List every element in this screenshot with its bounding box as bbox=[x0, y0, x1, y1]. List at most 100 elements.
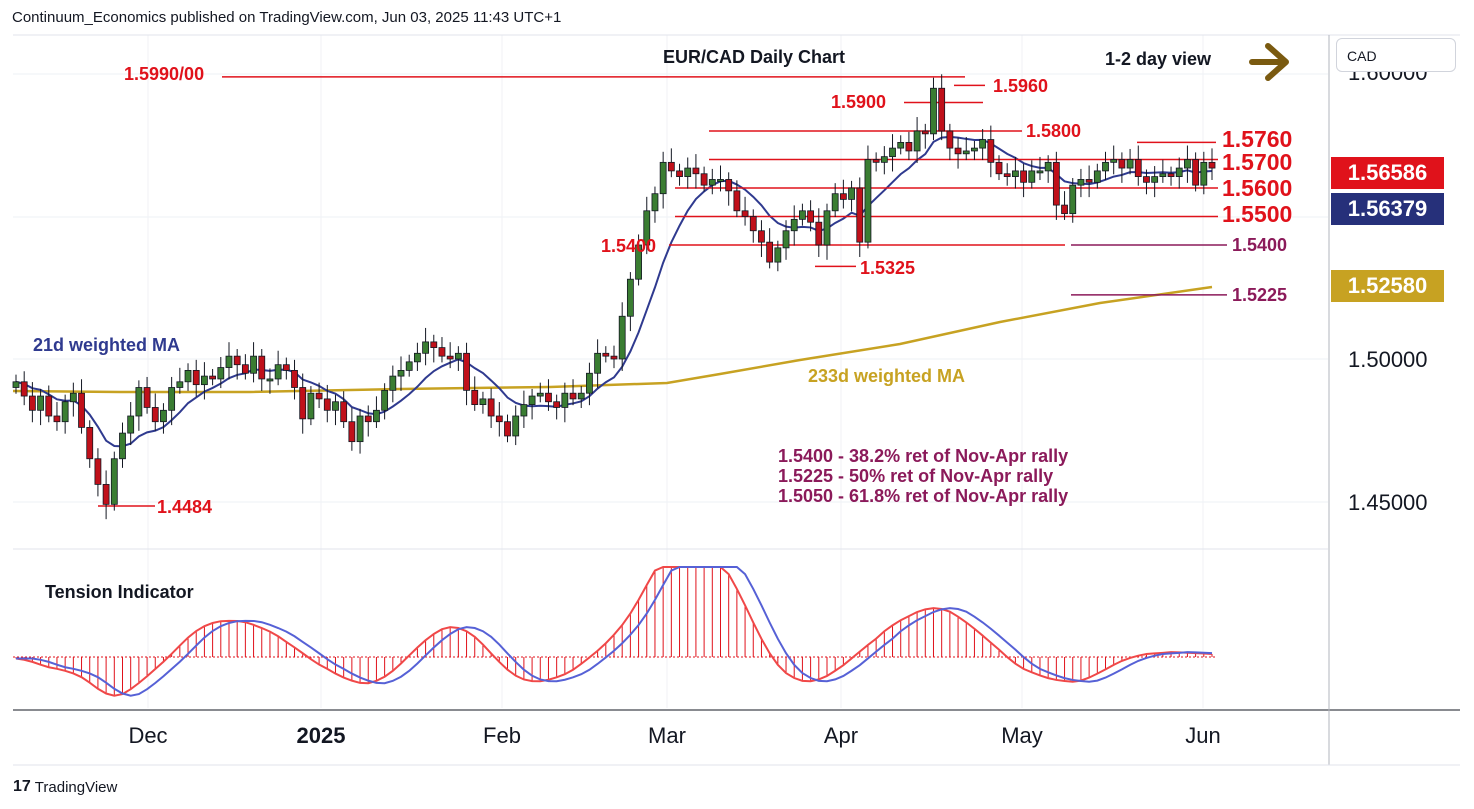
x-tick-label: Dec bbox=[128, 723, 167, 748]
candle-body bbox=[45, 395, 53, 417]
candle-body bbox=[381, 389, 389, 411]
y-tick-label: 1.45000 bbox=[1348, 490, 1428, 515]
candle-body bbox=[463, 352, 470, 391]
ma233-line bbox=[12, 285, 1213, 394]
y-tick-label: 1.50000 bbox=[1348, 347, 1428, 372]
candle-body bbox=[209, 375, 217, 380]
candle-body bbox=[708, 179, 716, 186]
candle-body bbox=[545, 392, 552, 403]
candle-body bbox=[176, 381, 184, 388]
tradingview-brand: TradingView bbox=[34, 778, 118, 796]
tradingview-footer[interactable]: 17 TradingView bbox=[13, 778, 117, 796]
ma21-label: 21d weighted MA bbox=[33, 335, 180, 355]
retracement-note: 1.5225 - 50% ret of Nov-Apr rally bbox=[778, 466, 1053, 486]
candle-body bbox=[389, 375, 397, 391]
candle-body bbox=[1143, 176, 1150, 183]
level-label-1.5800: 1.5800 bbox=[1026, 121, 1081, 141]
candle-body bbox=[1110, 159, 1118, 163]
level-label-1.5400: 1.5400 bbox=[1232, 235, 1287, 255]
candle-body bbox=[315, 392, 323, 400]
candle-body bbox=[626, 278, 634, 317]
candle-body bbox=[1003, 173, 1011, 177]
candle-body bbox=[168, 387, 176, 411]
candle-body bbox=[1069, 184, 1077, 215]
candle-body bbox=[94, 458, 102, 485]
candle-body bbox=[684, 167, 692, 178]
x-tick-label: Mar bbox=[648, 723, 686, 748]
candle-body bbox=[86, 426, 94, 460]
x-tick-label: Feb bbox=[483, 723, 521, 748]
candle-body bbox=[102, 483, 110, 505]
candle-body bbox=[528, 395, 536, 405]
candle-body bbox=[1036, 170, 1044, 174]
candle-body bbox=[258, 355, 266, 380]
x-tick-label: May bbox=[1001, 723, 1043, 748]
candle-body bbox=[1200, 161, 1208, 186]
candle-body bbox=[471, 389, 479, 406]
candle-body bbox=[225, 355, 233, 368]
candle-body bbox=[1093, 170, 1101, 183]
candle-body bbox=[1085, 179, 1093, 183]
candle-body bbox=[307, 392, 315, 420]
candle-body bbox=[831, 193, 839, 212]
candle-body bbox=[504, 421, 511, 437]
candle-body bbox=[12, 381, 20, 388]
candle-body bbox=[241, 364, 249, 374]
price-badge-ma21: 1.56379 bbox=[1331, 193, 1444, 225]
candle-body bbox=[430, 341, 438, 348]
candle-body bbox=[913, 130, 921, 152]
candle-body bbox=[848, 187, 855, 200]
candle-body bbox=[1151, 176, 1159, 183]
candle-body bbox=[397, 369, 405, 377]
candle-body bbox=[536, 392, 544, 397]
candle-body bbox=[446, 355, 454, 360]
candle-body bbox=[823, 210, 831, 246]
candle-body bbox=[758, 230, 765, 243]
candle-body bbox=[962, 150, 970, 155]
candle-body bbox=[676, 170, 683, 177]
candle-body bbox=[782, 230, 790, 249]
candle-body bbox=[839, 193, 847, 200]
candle-body bbox=[1028, 170, 1036, 183]
level-label-1.5700: 1.5700 bbox=[1222, 149, 1292, 175]
candle-body bbox=[405, 361, 413, 371]
candle-body bbox=[995, 161, 1003, 175]
candle-body bbox=[69, 392, 77, 403]
candle-body bbox=[266, 378, 274, 382]
candle-body bbox=[856, 187, 864, 243]
candle-body bbox=[815, 221, 823, 246]
candle-body bbox=[487, 398, 495, 417]
candle-body bbox=[1167, 173, 1175, 177]
candle-body bbox=[274, 364, 282, 380]
ma233-label: 233d weighted MA bbox=[808, 366, 965, 386]
candle-body bbox=[184, 369, 192, 383]
candle-body bbox=[790, 218, 798, 232]
candle-body bbox=[61, 401, 69, 423]
candle-body bbox=[151, 407, 159, 423]
candle-body bbox=[299, 387, 307, 420]
candle-body bbox=[332, 401, 339, 411]
candle-body bbox=[979, 139, 987, 149]
currency-selector[interactable]: CAD bbox=[1336, 38, 1456, 72]
candle-body bbox=[1184, 159, 1191, 169]
candle-body bbox=[610, 355, 618, 360]
candle-body bbox=[250, 355, 257, 374]
candle-body bbox=[1208, 161, 1216, 169]
publisher-header: Continuum_Economics published on Trading… bbox=[12, 9, 562, 26]
price-badge-last: 1.56586 bbox=[1331, 157, 1444, 189]
candle-body bbox=[618, 315, 626, 360]
candle-body bbox=[422, 341, 429, 354]
tradingview-logo: 17 bbox=[13, 778, 31, 795]
candle-body bbox=[110, 458, 118, 505]
tension-slow-line bbox=[16, 566, 1213, 697]
view-label: 1-2 day view bbox=[1105, 49, 1212, 69]
candle-body bbox=[577, 392, 585, 400]
candle-body bbox=[872, 159, 880, 163]
candle-body bbox=[602, 352, 610, 357]
candle-body bbox=[971, 147, 978, 152]
candle-body bbox=[119, 432, 126, 460]
candle-body bbox=[282, 364, 290, 371]
x-tick-label: Apr bbox=[824, 723, 858, 748]
